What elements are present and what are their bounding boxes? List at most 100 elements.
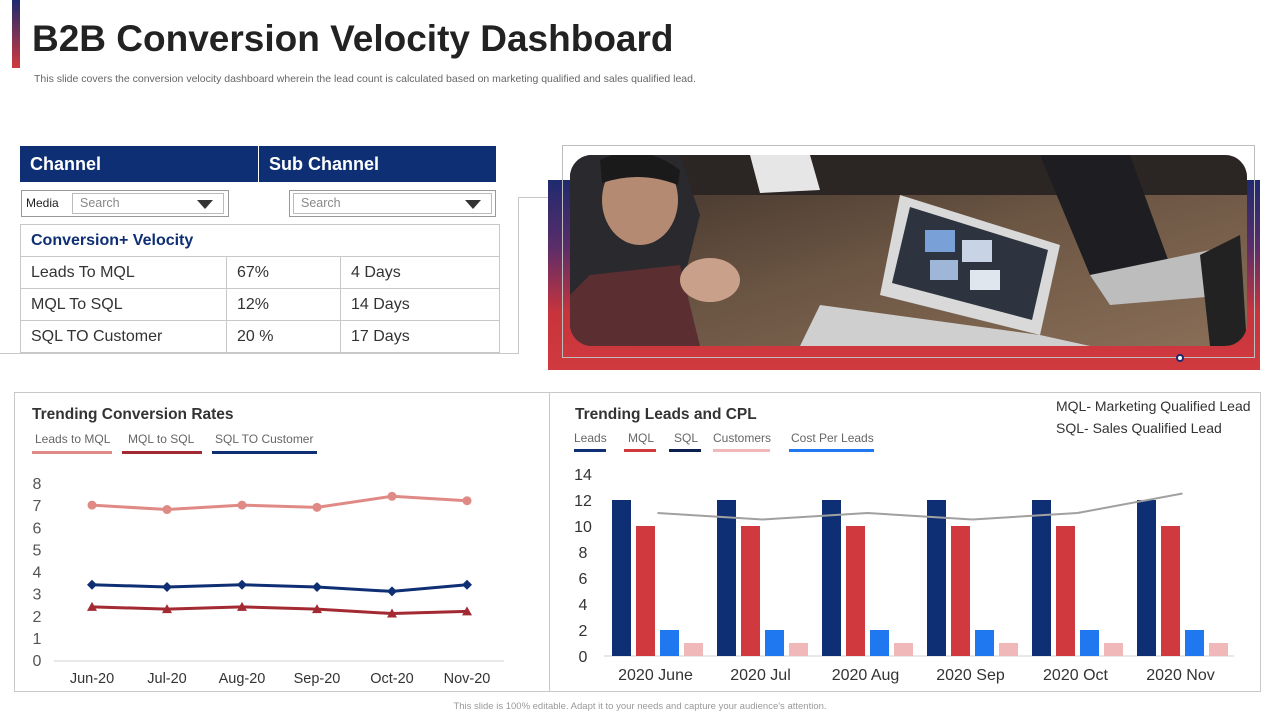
y-tick-label: 6 — [33, 520, 42, 537]
time-cell: 14 Days — [340, 288, 500, 321]
channel-filter-label: Media — [26, 196, 59, 210]
data-point — [162, 604, 172, 614]
channel-search-placeholder: Search — [80, 196, 120, 210]
y-tick-label: 7 — [33, 498, 42, 515]
legend-label: MQL to SQL — [128, 432, 195, 446]
data-point — [312, 581, 322, 592]
frame-divider — [518, 197, 562, 198]
bar — [765, 630, 784, 656]
y-tick-label: 0 — [33, 653, 42, 670]
bar — [1185, 630, 1204, 656]
legend-label: Cost Per Leads — [791, 431, 874, 445]
x-tick-label: Aug-20 — [219, 671, 266, 687]
bar — [612, 500, 631, 656]
y-tick-label: 1 — [33, 631, 42, 648]
y-tick-label: 4 — [33, 565, 42, 582]
x-tick-label: 2020 Aug — [832, 667, 900, 684]
x-tick-label: Jul-20 — [147, 671, 187, 687]
x-tick-label: Nov-20 — [444, 671, 491, 687]
data-point — [462, 496, 472, 506]
x-tick-label: Oct-20 — [370, 671, 414, 687]
legend-swatch — [122, 451, 202, 454]
data-point — [87, 601, 97, 611]
x-tick-label: 2020 Sep — [936, 667, 1005, 684]
bar — [870, 630, 889, 656]
y-tick-label: 8 — [33, 476, 42, 493]
legend-label: Customers — [713, 431, 772, 445]
y-tick-label: 3 — [33, 587, 42, 604]
x-tick-label: 2020 Jul — [730, 667, 791, 684]
cost-per-lead-line — [657, 492, 1183, 521]
bar — [1137, 500, 1156, 656]
data-point — [237, 579, 247, 590]
legend-label: SQL — [674, 431, 699, 445]
data-point — [237, 500, 247, 510]
data-point — [387, 491, 397, 501]
bar — [894, 643, 913, 656]
data-point — [312, 502, 322, 512]
y-tick-label: 2 — [33, 609, 42, 626]
legend-label: SQL TO Customer — [215, 432, 314, 446]
bar — [1104, 643, 1123, 656]
slider-dot — [1176, 354, 1184, 362]
bar — [1209, 643, 1228, 656]
bar — [1161, 526, 1180, 656]
title-accent-bar — [12, 0, 20, 68]
conversion-rates-panel — [14, 392, 550, 692]
frame-divider — [518, 197, 519, 354]
bar — [1080, 630, 1099, 656]
y-tick-label: 4 — [579, 597, 588, 614]
leads-cpl-chart: 0 2 4 6 8 10 12 14 2020 June 2020 Jul 2020 Aug 2020… — [574, 467, 1234, 684]
y-tick-label: 6 — [579, 571, 588, 588]
x-tick-label: 2020 June — [618, 667, 693, 684]
sub-channel-header: Sub Channel — [259, 146, 496, 182]
y-tick-label: 8 — [579, 545, 588, 562]
legend-swatch — [669, 449, 701, 452]
stage-cell: MQL To SQL — [20, 288, 227, 321]
table-row: MQL To SQL 12% 14 Days — [20, 288, 500, 321]
x-tick-label: 2020 Oct — [1043, 667, 1108, 684]
channel-header: Channel — [20, 146, 258, 182]
conversion-rates-title: Trending Conversion Rates — [32, 406, 234, 423]
bar — [999, 643, 1018, 656]
bar — [846, 526, 865, 656]
series-line — [91, 494, 468, 512]
legend-swatch — [32, 451, 112, 454]
frame-divider — [0, 353, 519, 354]
legend-swatch — [789, 449, 874, 452]
series-line — [91, 583, 468, 593]
chevron-down-icon[interactable] — [197, 200, 213, 209]
data-point — [387, 608, 397, 618]
conversion-table-heading: Conversion+ Velocity — [20, 224, 500, 257]
channel-filter: Media Search — [21, 190, 229, 217]
chevron-down-icon[interactable] — [465, 200, 481, 209]
conversion-rates-chart: 0 1 2 3 4 5 6 7 8 Jun-20 Jul-20 Aug-20 Sep-20 Oct-20 N… — [33, 476, 504, 687]
x-tick-label: 2020 Nov — [1146, 667, 1215, 684]
rate-cell: 67% — [226, 256, 341, 289]
laptop-meeting-photo — [570, 155, 1247, 346]
time-cell: 17 Days — [340, 320, 500, 353]
leads-cpl-title: Trending Leads and CPL — [575, 406, 757, 423]
bar — [975, 630, 994, 656]
data-point — [87, 579, 97, 590]
channel-search-dropdown[interactable]: Search — [72, 193, 224, 214]
bar — [927, 500, 946, 656]
bar — [741, 526, 760, 656]
legend-label: Leads — [574, 431, 607, 445]
y-tick-label: 12 — [574, 493, 592, 510]
data-point — [387, 586, 397, 597]
y-tick-label: 10 — [574, 519, 592, 536]
y-tick-label: 5 — [33, 542, 42, 559]
sql-definition: SQL- Sales Qualified Lead — [1056, 420, 1222, 436]
conversion-velocity-table: Conversion+ Velocity Leads To MQL 67% 4 … — [20, 224, 500, 353]
table-row: Leads To MQL 67% 4 Days — [20, 256, 500, 289]
legend-swatch — [574, 449, 606, 452]
bar — [822, 500, 841, 656]
footer-note: This slide is 100% editable. Adapt it to… — [453, 701, 827, 712]
image-frame — [562, 145, 1255, 358]
table-row: SQL TO Customer 20 % 17 Days — [20, 320, 500, 353]
bar — [717, 500, 736, 656]
legend-swatch — [212, 451, 317, 454]
sub-channel-search-dropdown[interactable]: Search — [293, 193, 492, 214]
rate-cell: 12% — [226, 288, 341, 321]
